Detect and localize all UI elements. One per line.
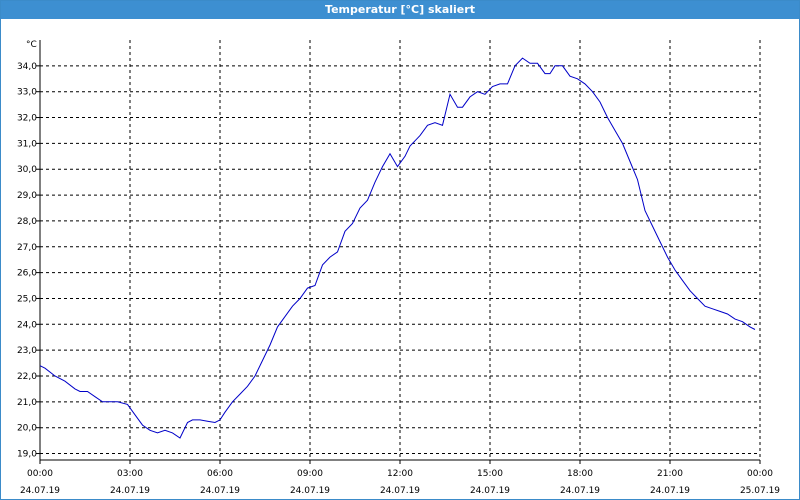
x-tick-label-date: 24.07.19 bbox=[560, 486, 600, 496]
y-tick-label: 20,0 bbox=[17, 424, 37, 434]
x-tick-label-date: 24.07.19 bbox=[200, 486, 240, 496]
y-tick-label: 30,0 bbox=[17, 165, 37, 175]
x-tick-label-date: 24.07.19 bbox=[380, 486, 420, 496]
y-tick-label: 32,0 bbox=[17, 114, 37, 124]
y-axis-label: °C bbox=[26, 40, 37, 50]
y-tick-label: 31,0 bbox=[17, 139, 37, 149]
x-tick-label-time: 09:00 bbox=[297, 469, 323, 479]
x-tick-label-date: 24.07.19 bbox=[650, 486, 690, 496]
y-tick-label: 21,0 bbox=[17, 398, 37, 408]
x-tick-label-time: 03:00 bbox=[117, 469, 143, 479]
x-tick-label-date: 24.07.19 bbox=[20, 486, 60, 496]
y-tick-label: 24,0 bbox=[17, 320, 37, 330]
y-tick-label: 28,0 bbox=[17, 217, 37, 227]
x-tick-label-time: 12:00 bbox=[387, 469, 413, 479]
x-tick-label-date: 24.07.19 bbox=[470, 486, 510, 496]
temperature-series-line bbox=[39, 57, 756, 439]
x-tick-label-date: 24.07.19 bbox=[110, 486, 150, 496]
y-tick-label: 19,0 bbox=[17, 450, 37, 460]
chart-title: Temperatur [°C] skaliert bbox=[1, 1, 799, 19]
x-tick-label-time: 21:00 bbox=[657, 469, 683, 479]
x-tick-label-time: 00:00 bbox=[747, 469, 773, 479]
y-tick-label: 29,0 bbox=[17, 191, 37, 201]
y-tick-label: 25,0 bbox=[17, 294, 37, 304]
y-tick-label: 34,0 bbox=[17, 62, 37, 72]
y-tick-label: 27,0 bbox=[17, 243, 37, 253]
y-tick-label: 23,0 bbox=[17, 346, 37, 356]
y-tick-label: 26,0 bbox=[17, 269, 37, 279]
x-tick-label-time: 06:00 bbox=[207, 469, 233, 479]
x-tick-label-date: 25.07.19 bbox=[740, 486, 780, 496]
x-tick-label-time: 00:00 bbox=[27, 469, 53, 479]
x-tick-label-time: 15:00 bbox=[477, 469, 503, 479]
x-tick-label-time: 18:00 bbox=[567, 469, 593, 479]
y-tick-label: 33,0 bbox=[17, 88, 37, 98]
y-tick-label: 22,0 bbox=[17, 372, 37, 382]
x-tick-label-date: 24.07.19 bbox=[290, 486, 330, 496]
